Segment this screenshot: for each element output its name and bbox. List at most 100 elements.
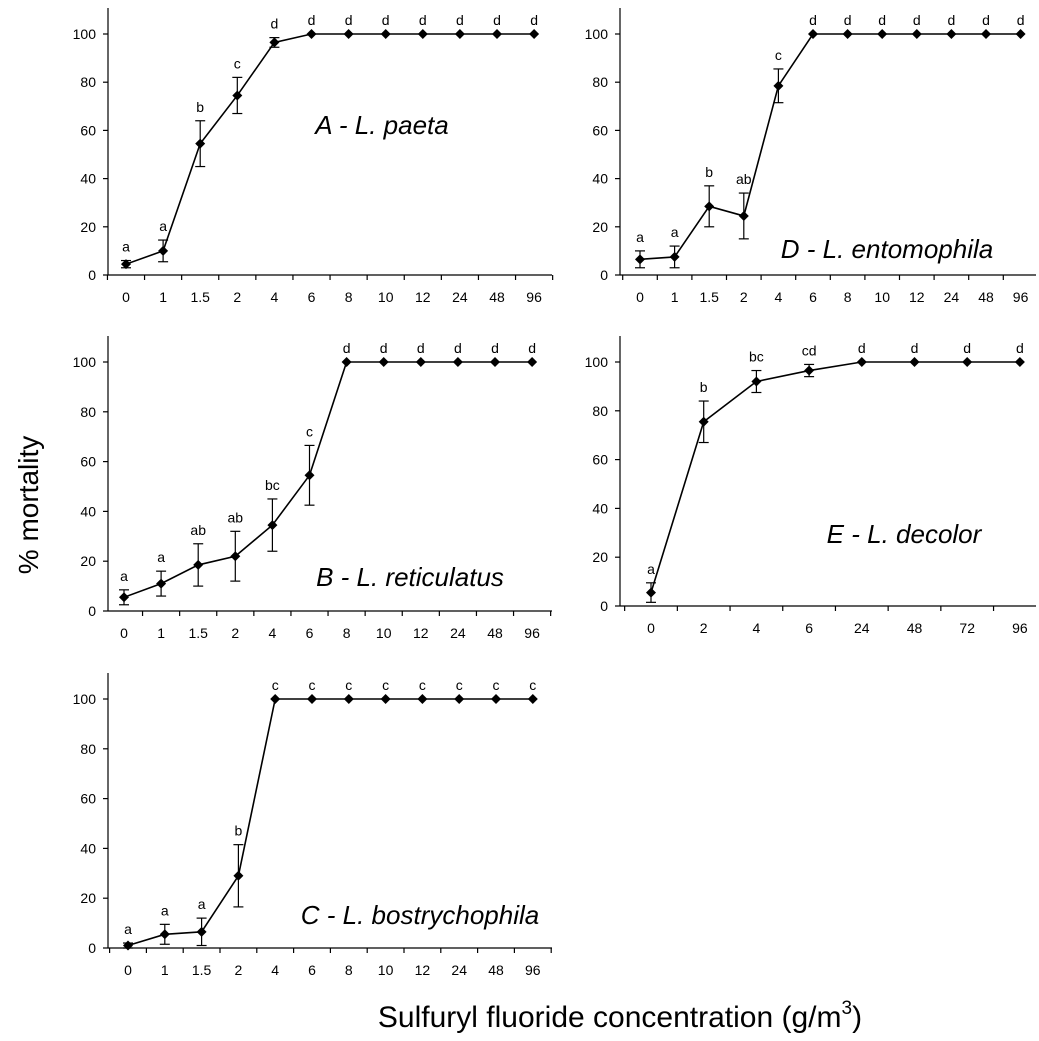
data-point-marker: [269, 37, 280, 48]
x-tick-label: 6: [308, 962, 316, 978]
significance-letter: d: [382, 12, 390, 28]
data-point-marker: [417, 29, 428, 39]
significance-letter: c: [272, 677, 279, 693]
data-point-marker: [911, 29, 922, 39]
significance-letter: a: [671, 224, 679, 240]
y-tick-label: 40: [592, 500, 608, 516]
data-point-marker: [304, 470, 315, 481]
x-tick-label: 2: [700, 620, 708, 636]
x-tick-label: 6: [805, 620, 813, 636]
data-point-marker: [981, 29, 991, 39]
significance-letter: bc: [749, 349, 764, 365]
significance-letter: ab: [228, 509, 244, 525]
significance-letter: d: [982, 12, 990, 28]
significance-letter: a: [120, 568, 128, 584]
x-tick-label: 48: [907, 620, 923, 636]
data-point-marker: [158, 245, 169, 256]
significance-letter: c: [775, 47, 782, 63]
significance-letter: d: [530, 12, 538, 28]
x-tick-label: 6: [306, 625, 314, 641]
panel-title: C - L. bostrychophila: [301, 900, 539, 930]
significance-letter: a: [161, 902, 169, 918]
significance-letter: d: [493, 12, 501, 28]
data-point-marker: [267, 520, 278, 531]
data-point-marker: [491, 694, 501, 704]
data-point-marker: [119, 592, 129, 603]
x-tick-label: 10: [378, 289, 394, 305]
significance-letter: d: [809, 12, 817, 28]
data-point-marker: [962, 357, 973, 367]
y-tick-label: 40: [80, 171, 96, 187]
series-line: [127, 698, 533, 947]
significance-letter: d: [345, 12, 353, 28]
panel-title: A - L. paeta: [313, 110, 448, 140]
x-tick-label: 24: [854, 620, 870, 636]
y-tick-label: 40: [80, 503, 96, 519]
x-tick-label: 8: [345, 289, 353, 305]
significance-letter: c: [419, 677, 426, 693]
data-point-marker: [343, 29, 354, 39]
x-tick-label: 4: [271, 289, 279, 305]
x-tick-label: 12: [413, 625, 429, 641]
x-tick-label: 1: [157, 625, 165, 641]
x-tick-label: 24: [944, 289, 960, 305]
x-tick-label: 24: [452, 289, 468, 305]
data-point-marker: [159, 929, 170, 940]
x-tick-label: 48: [978, 289, 994, 305]
significance-letter: c: [529, 677, 536, 693]
data-point-marker: [156, 578, 167, 589]
significance-letter: c: [382, 677, 389, 693]
x-tick-label: 96: [1013, 289, 1029, 305]
x-tick-label: 8: [844, 289, 852, 305]
data-point-marker: [232, 90, 243, 101]
panel-title: E - L. decolor: [827, 519, 983, 549]
data-point-marker: [193, 559, 204, 570]
x-tick-label: 0: [124, 962, 132, 978]
significance-letter: d: [456, 12, 464, 28]
data-point-marker: [842, 29, 853, 39]
data-point-marker: [1015, 29, 1026, 39]
significance-letter: a: [124, 921, 132, 937]
y-tick-label: 80: [592, 403, 608, 419]
significance-letter: b: [235, 823, 243, 839]
series-line: [123, 361, 533, 599]
y-tick-label: 100: [73, 691, 97, 707]
significance-letter: b: [196, 99, 204, 115]
y-tick-label: 0: [88, 603, 96, 619]
data-point-marker: [454, 29, 465, 39]
data-point-marker: [380, 29, 391, 39]
significance-letter: a: [198, 896, 206, 912]
significance-letter: d: [1016, 340, 1024, 356]
y-tick-label: 20: [80, 553, 96, 569]
y-tick-label: 60: [80, 791, 96, 807]
significance-letter: d: [343, 340, 351, 356]
x-tick-label: 1: [159, 289, 167, 305]
significance-letter: d: [1017, 12, 1025, 28]
series-line: [125, 33, 535, 265]
x-tick-label: 2: [740, 289, 748, 305]
x-tick-label: 6: [308, 289, 316, 305]
data-point-marker: [492, 29, 502, 39]
significance-letter: c: [234, 55, 241, 71]
significance-letter: c: [493, 677, 500, 693]
y-tick-label: 80: [80, 741, 96, 757]
y-tick-label: 80: [80, 404, 96, 420]
data-point-marker: [773, 80, 784, 91]
x-tick-label: 1.5: [188, 625, 208, 641]
x-tick-label: 2: [233, 289, 241, 305]
x-tick-label: 2: [235, 962, 243, 978]
x-tick-label: 24: [451, 962, 467, 978]
data-point-marker: [808, 29, 818, 39]
significance-letter: d: [454, 340, 462, 356]
significance-letter: a: [647, 561, 655, 577]
significance-letter: d: [528, 340, 536, 356]
data-point-marker: [123, 940, 133, 951]
x-tick-label: 0: [120, 625, 128, 641]
data-point-marker: [738, 210, 749, 221]
data-point-marker: [233, 870, 244, 881]
data-point-marker: [307, 694, 317, 704]
x-tick-label: 1: [161, 962, 169, 978]
